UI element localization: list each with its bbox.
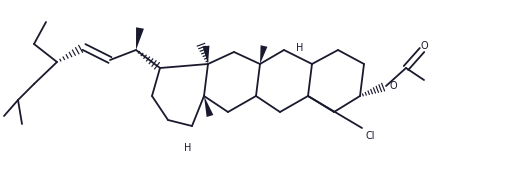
Polygon shape: [203, 46, 210, 64]
Text: Cl: Cl: [366, 131, 375, 141]
Polygon shape: [260, 45, 267, 64]
Text: H: H: [184, 143, 192, 153]
Text: O: O: [390, 81, 398, 91]
Text: H: H: [296, 43, 304, 53]
Text: O: O: [420, 41, 428, 51]
Polygon shape: [204, 96, 213, 117]
Polygon shape: [136, 27, 144, 50]
